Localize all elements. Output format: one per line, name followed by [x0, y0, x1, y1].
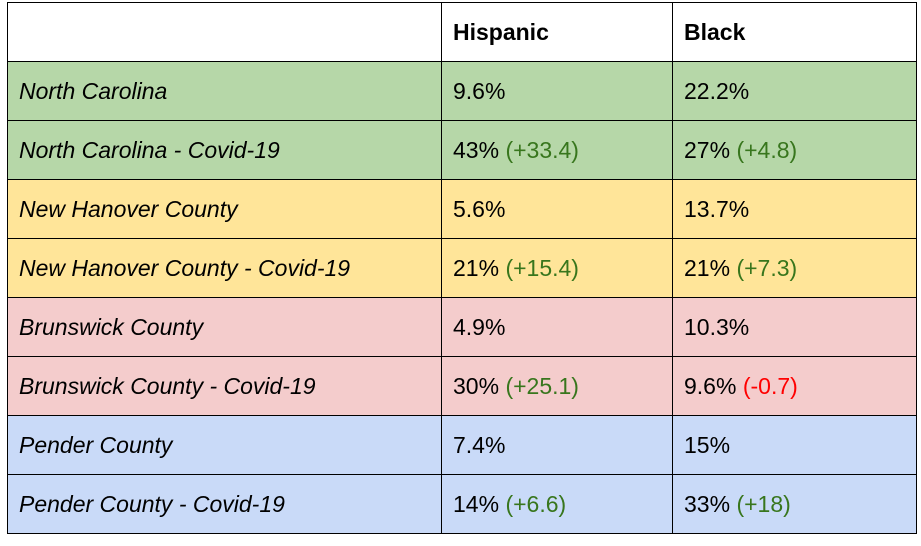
hispanic-value-cell: 7.4%	[441, 415, 673, 475]
black-delta: (-0.7)	[742, 372, 798, 399]
row-label-cell: Pender County	[7, 415, 442, 475]
header-cell-hispanic: Hispanic	[441, 2, 673, 62]
black-delta: (+18)	[736, 490, 791, 517]
demographics-table-container: Hispanic Black North Carolina 9.6% 22.2% No…	[7, 2, 917, 534]
hispanic-value-cell: 9.6%	[441, 61, 673, 121]
black-value-cell: 10.3%	[672, 297, 917, 357]
row-label-cell: North Carolina - Covid-19	[7, 120, 442, 180]
hispanic-percentage: 4.9%	[453, 313, 506, 340]
table-row: North Carolina - Covid-19 43% (+33.4) 27% …	[7, 120, 917, 180]
table-row: Pender County - Covid-19 14% (+6.6) 33% (+…	[7, 474, 917, 534]
hispanic-percentage: 43%	[453, 136, 500, 163]
hispanic-percentage: 21%	[453, 254, 500, 281]
black-value-cell: 13.7%	[672, 179, 917, 239]
black-value-cell: 9.6% (-0.7)	[672, 356, 917, 416]
black-percentage: 27%	[684, 136, 731, 163]
black-delta: (+7.3)	[736, 254, 798, 281]
demographics-table: Hispanic Black North Carolina 9.6% 22.2% No…	[7, 2, 917, 534]
header-cell-region	[7, 2, 442, 62]
row-label-cell: Brunswick County	[7, 297, 442, 357]
black-delta: (+4.8)	[736, 136, 798, 163]
black-value-cell: 27% (+4.8)	[672, 120, 917, 180]
hispanic-value-cell: 4.9%	[441, 297, 673, 357]
table-row: New Hanover County - Covid-19 21% (+15.4)…	[7, 238, 917, 298]
header-cell-black: Black	[672, 2, 917, 62]
hispanic-delta: (+6.6)	[505, 490, 567, 517]
table-header-row: Hispanic Black	[7, 2, 917, 62]
hispanic-value-cell: 30% (+25.1)	[441, 356, 673, 416]
hispanic-percentage: 7.4%	[453, 431, 506, 458]
hispanic-delta: (+25.1)	[505, 372, 579, 399]
row-label-cell: New Hanover County	[7, 179, 442, 239]
row-label-cell: Pender County - Covid-19	[7, 474, 442, 534]
black-value-cell: 21% (+7.3)	[672, 238, 917, 298]
table-row: Pender County 7.4% 15%	[7, 415, 917, 475]
black-percentage: 21%	[684, 254, 731, 281]
hispanic-value-cell: 43% (+33.4)	[441, 120, 673, 180]
table-body: North Carolina 9.6% 22.2% North Carolina - …	[7, 61, 917, 534]
table-row: New Hanover County 5.6% 13.7%	[7, 179, 917, 239]
black-value-cell: 22.2%	[672, 61, 917, 121]
row-label-cell: New Hanover County - Covid-19	[7, 238, 442, 298]
table-row: Brunswick County 4.9% 10.3%	[7, 297, 917, 357]
black-percentage: 15%	[684, 431, 731, 458]
hispanic-delta: (+33.4)	[505, 136, 579, 163]
hispanic-delta: (+15.4)	[505, 254, 579, 281]
row-label-cell: North Carolina	[7, 61, 442, 121]
hispanic-value-cell: 14% (+6.6)	[441, 474, 673, 534]
black-percentage: 33%	[684, 490, 731, 517]
hispanic-value-cell: 21% (+15.4)	[441, 238, 673, 298]
table-row: North Carolina 9.6% 22.2%	[7, 61, 917, 121]
hispanic-percentage: 30%	[453, 372, 500, 399]
black-value-cell: 15%	[672, 415, 917, 475]
hispanic-percentage: 14%	[453, 490, 500, 517]
hispanic-value-cell: 5.6%	[441, 179, 673, 239]
black-percentage: 9.6%	[684, 372, 737, 399]
black-percentage: 13.7%	[684, 195, 750, 222]
hispanic-percentage: 9.6%	[453, 77, 506, 104]
table-row: Brunswick County - Covid-19 30% (+25.1) 9.…	[7, 356, 917, 416]
black-percentage: 10.3%	[684, 313, 750, 340]
hispanic-percentage: 5.6%	[453, 195, 506, 222]
black-percentage: 22.2%	[684, 77, 750, 104]
black-value-cell: 33% (+18)	[672, 474, 917, 534]
row-label-cell: Brunswick County - Covid-19	[7, 356, 442, 416]
